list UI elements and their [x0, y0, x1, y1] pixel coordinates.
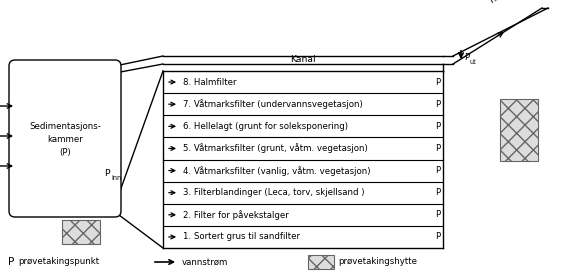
Text: (P): (P) [59, 148, 71, 157]
Bar [308, 255, 334, 269]
Text: 5. Våtmarksfilter (grunt, våtm. vegetasjon): 5. Våtmarksfilter (grunt, våtm. vegetasj… [183, 144, 368, 153]
Text: P: P [436, 122, 441, 131]
Text: P: P [436, 78, 441, 87]
Text: kammer: kammer [47, 135, 83, 144]
Text: 8. Halmfilter: 8. Halmfilter [183, 78, 237, 87]
Text: 6. Hellelagt (grunt for soleksponering): 6. Hellelagt (grunt for soleksponering) [183, 122, 348, 131]
Text: P: P [436, 100, 441, 109]
Bar [62, 220, 100, 244]
FancyBboxPatch shape [9, 60, 121, 217]
Text: P: P [104, 169, 110, 177]
Text: Kanal: Kanal [290, 55, 316, 65]
Text: ut: ut [469, 59, 476, 65]
Text: prøvetakingshytte: prøvetakingshytte [338, 258, 417, 267]
Text: 4. Våtmarksfilter (vanlig, våtm. vegetasjon): 4. Våtmarksfilter (vanlig, våtm. vegetas… [183, 166, 370, 176]
Text: 3. Filterblandinger (Leca, torv, skjellsand ): 3. Filterblandinger (Leca, torv, skjells… [183, 188, 365, 197]
Text: 7. Våtmarksfilter (undervannsvegetasjon): 7. Våtmarksfilter (undervannsvegetasjon) [183, 99, 363, 109]
Text: vannstrøm: vannstrøm [182, 258, 228, 267]
Text: P: P [464, 52, 469, 62]
Text: prøvetakingspunkt: prøvetakingspunkt [18, 258, 99, 267]
Bar [500, 99, 538, 161]
Text: Sedimentasjons-: Sedimentasjons- [29, 122, 101, 131]
Text: 2. Filter for påvekstalger: 2. Filter for påvekstalger [183, 210, 288, 220]
Text: P: P [436, 188, 441, 197]
Text: P: P [8, 257, 14, 267]
Text: P: P [436, 144, 441, 153]
Text: inn: inn [111, 175, 121, 181]
Text: 1. Sortert grus til sandfilter: 1. Sortert grus til sandfilter [183, 232, 300, 242]
Text: Til Lierelva: Til Lierelva [488, 0, 533, 6]
Text: P: P [436, 166, 441, 175]
Text: P: P [436, 210, 441, 219]
Text: P: P [436, 232, 441, 242]
